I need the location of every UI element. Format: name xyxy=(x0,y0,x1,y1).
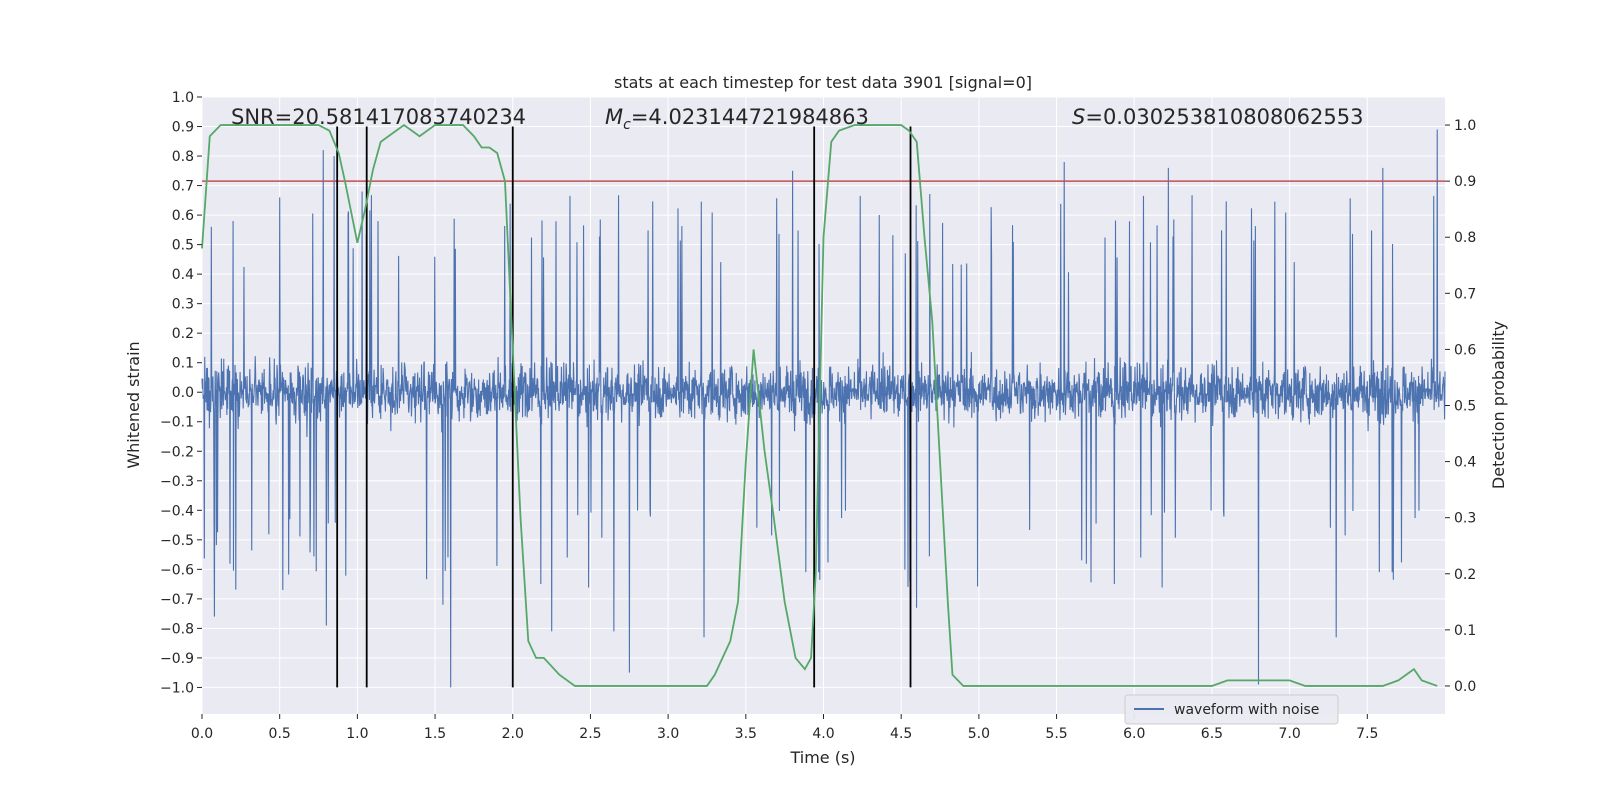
chirp-mass-value: =4.023144721984863 xyxy=(631,105,869,129)
right-y-tick-label-5: 0.5 xyxy=(1454,399,1476,415)
left-y-tick-label-17: −0.7 xyxy=(160,592,194,608)
legend-box xyxy=(1124,694,1339,725)
snr-annotation: SNR=20.581417083740234 xyxy=(231,105,526,129)
right-y-tick-label-0: 1.0 xyxy=(1454,118,1476,134)
x-tick-label-11: 5.5 xyxy=(1045,726,1067,742)
x-tick-label-10: 5.0 xyxy=(968,726,990,742)
left-y-axis-ticks: 1.0 0.9 0.8 0.7 0.6 0.5 0.4 0.3 0.2 0.1 0.0 −0.1 −0.… xyxy=(160,90,202,696)
s-symbol: S xyxy=(1072,105,1085,129)
left-y-tick-label-14: −0.4 xyxy=(160,503,194,519)
left-y-tick-label-16: −0.6 xyxy=(160,562,194,578)
left-y-tick-label-19: −0.9 xyxy=(160,651,194,667)
x-tick-label-14: 7.0 xyxy=(1278,726,1300,742)
left-y-tick-label-13: −0.3 xyxy=(160,474,194,490)
waveform-noise-line xyxy=(201,129,1446,688)
left-y-tick-label-18: −0.8 xyxy=(160,621,194,637)
right-y-tick-label-4: 0.6 xyxy=(1454,342,1476,358)
left-y-tick-label-2: 0.8 xyxy=(172,149,194,165)
x-tick-label-12: 6.0 xyxy=(1123,726,1145,742)
left-y-tick-label-12: −0.2 xyxy=(160,444,194,460)
left-y-tick-label-0: 1.0 xyxy=(172,90,194,106)
right-y-tick-label-10: 0.0 xyxy=(1454,679,1476,695)
waveform-noise-series xyxy=(201,129,1446,688)
detection-probability-line xyxy=(201,123,1438,687)
x-axis-ticks: 0.0 0.5 1.0 1.5 2.0 2.5 3.0 3.5 4.0 4.5 5.0 5.5 6.0 6… xyxy=(191,714,1378,742)
left-y-axis-label: Whitened strain xyxy=(124,341,143,468)
left-y-tick-label-4: 0.6 xyxy=(172,208,194,224)
x-tick-label-15: 7.5 xyxy=(1356,726,1378,742)
left-y-tick-label-3: 0.7 xyxy=(172,179,194,195)
left-y-tick-label-11: −0.1 xyxy=(160,415,194,431)
legend: waveform with noise xyxy=(1124,694,1339,725)
chirp-mass-symbol: M xyxy=(605,105,623,129)
left-y-tick-label-5: 0.5 xyxy=(172,238,194,254)
right-y-axis-ticks: 1.0 0.9 0.8 0.7 0.6 0.5 0.4 0.3 0.2 0.1 0.0 xyxy=(1445,118,1476,695)
right-y-tick-label-8: 0.2 xyxy=(1454,567,1476,583)
x-tick-label-4: 2.0 xyxy=(502,726,524,742)
x-tick-label-13: 6.5 xyxy=(1201,726,1223,742)
x-tick-label-1: 0.5 xyxy=(269,726,291,742)
right-y-tick-label-1: 0.9 xyxy=(1454,174,1476,190)
left-y-tick-label-7: 0.3 xyxy=(172,297,194,313)
left-y-tick-label-9: 0.1 xyxy=(172,356,194,372)
left-y-tick-label-8: 0.2 xyxy=(172,326,194,342)
s-value: =0.030253810808062553 xyxy=(1085,105,1363,129)
x-tick-label-6: 3.0 xyxy=(657,726,679,742)
right-y-axis-label: Detection probability xyxy=(1489,321,1508,489)
chart-title: stats at each timestep for test data 390… xyxy=(614,73,1032,92)
overlay-lines xyxy=(201,123,1445,688)
s-annotation: S=0.030253810808062553 xyxy=(1072,105,1363,129)
right-y-tick-label-6: 0.4 xyxy=(1454,455,1476,471)
x-tick-label-9: 4.5 xyxy=(890,726,912,742)
x-tick-label-7: 3.5 xyxy=(735,726,757,742)
right-y-tick-label-7: 0.3 xyxy=(1454,511,1476,527)
legend-label: waveform with noise xyxy=(1174,702,1319,718)
x-tick-label-2: 1.0 xyxy=(346,726,368,742)
left-y-tick-label-1: 0.9 xyxy=(172,120,194,136)
x-tick-label-3: 1.5 xyxy=(424,726,446,742)
right-y-tick-label-9: 0.1 xyxy=(1454,623,1476,639)
left-y-tick-label-10: 0.0 xyxy=(172,385,194,401)
right-y-tick-label-2: 0.8 xyxy=(1454,230,1476,246)
chirp-mass-subscript: c xyxy=(623,117,631,133)
left-y-tick-label-15: −0.5 xyxy=(160,533,194,549)
chirp-mass-annotation: Mc=4.023144721984863 xyxy=(605,105,869,133)
left-y-tick-label-20: −1.0 xyxy=(160,680,194,696)
right-y-tick-label-3: 0.7 xyxy=(1454,286,1476,302)
x-axis-label: Time (s) xyxy=(789,748,855,767)
x-tick-label-0: 0.0 xyxy=(191,726,213,742)
left-y-tick-label-6: 0.4 xyxy=(172,267,194,283)
x-tick-label-8: 4.0 xyxy=(812,726,834,742)
x-tick-label-5: 2.5 xyxy=(579,726,601,742)
